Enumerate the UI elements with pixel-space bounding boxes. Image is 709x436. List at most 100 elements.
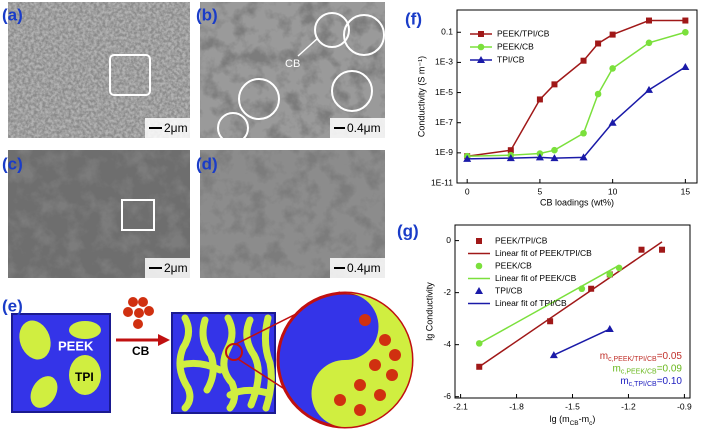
y-tick-label: 1E-7 — [435, 117, 453, 127]
y-tick-label: -4 — [443, 339, 451, 349]
marker-circle — [609, 65, 616, 72]
x-axis-label-sub: CB — [570, 420, 579, 427]
annotation-sub: c,PEEK/CB — [621, 369, 657, 376]
legend-label: PEEK/TPI/CB — [497, 28, 550, 38]
marker-triangle — [506, 154, 515, 162]
marker-triangle — [475, 287, 483, 294]
annotation: mc,PEEK/CB=0.09 — [613, 363, 683, 376]
marker-triangle — [608, 118, 617, 126]
sem-image-c — [8, 150, 190, 278]
series-line — [467, 66, 686, 160]
legend-label: TPI/CB — [497, 54, 525, 64]
marker-triangle — [681, 62, 690, 70]
marker-square — [588, 285, 595, 292]
scale-label: 0.4μm — [347, 121, 381, 135]
panel-label: (g) — [397, 221, 419, 240]
sem-image-d — [200, 150, 385, 278]
annotation-sub: c,TPI/CB — [629, 381, 657, 388]
marker-circle — [580, 129, 587, 137]
marker-circle — [551, 146, 558, 154]
legend-label: PEEK/TPI/CB — [495, 235, 548, 245]
marker-triangle — [463, 154, 472, 162]
scale-label: 0.4μm — [347, 261, 381, 275]
marker-square — [659, 246, 666, 253]
y-axis-label: Conductivity (S m⁻¹) — [416, 56, 426, 137]
legend-label: PEEK/CB — [497, 41, 534, 51]
marker-circle — [477, 43, 485, 51]
marker-square — [638, 246, 645, 253]
marker-triangle — [550, 154, 559, 162]
legend-label: Linear fit of PEEK/TPI/CB — [495, 248, 592, 258]
legend-label: TPI/CB — [495, 285, 523, 295]
x-tick-label: -1.5 — [565, 401, 580, 411]
panel-label: (e) — [2, 296, 23, 315]
marker-square — [646, 17, 652, 24]
marker-square — [551, 81, 558, 88]
schematic — [11, 291, 414, 429]
y-tick-label: 1E-3 — [435, 57, 453, 67]
marker-triangle — [645, 85, 653, 93]
y-tick-label: 1E-5 — [435, 87, 453, 97]
panel-label: (f) — [405, 9, 422, 28]
marker-triangle — [579, 153, 588, 161]
panel-label: (d) — [196, 154, 218, 173]
legend-label: Linear fit of TPI/CB — [495, 298, 567, 308]
series-line — [478, 264, 620, 345]
domain-label: TPI — [75, 370, 94, 384]
x-tick-label: 5 — [538, 186, 543, 196]
marker-square — [595, 40, 602, 47]
legend-label: Linear fit of PEEK/CB — [495, 273, 577, 283]
x-tick-label: -1.2 — [621, 401, 636, 411]
annotation-rest: =0.05 — [657, 351, 683, 362]
marker-square — [580, 57, 587, 64]
scale-bars — [145, 118, 385, 278]
annotation-main: m — [613, 363, 621, 374]
marker-square — [507, 147, 514, 154]
marker-square — [547, 318, 554, 325]
legend-label: PEEK/CB — [495, 260, 532, 270]
x-axis-label: lg (mCB-mc) — [550, 414, 596, 427]
y-tick-label: -2 — [443, 287, 451, 297]
scale-label: 2μm — [164, 121, 188, 135]
annotation-rest: =0.09 — [657, 363, 683, 374]
marker-triangle — [477, 56, 485, 63]
cb-marker: CB — [285, 58, 300, 70]
series-line — [553, 328, 611, 356]
x-tick-label: -1.8 — [509, 401, 524, 411]
marker-square — [476, 238, 482, 244]
marker-square — [682, 17, 689, 24]
scale-label: 2μm — [164, 261, 188, 275]
x-tick-label: -0.9 — [677, 401, 692, 411]
annotation: mc,PEEK/TPI/CB=0.05 — [600, 351, 683, 364]
series-line — [478, 241, 663, 368]
marker-square — [536, 96, 543, 103]
annotation-sub: c,PEEK/TPI/CB — [608, 356, 657, 363]
annotation-main: m — [620, 376, 628, 387]
x-axis-label: CB loadings (wt%) — [540, 197, 614, 207]
marker-circle — [475, 262, 483, 270]
x-axis-label-part: -m — [579, 414, 590, 424]
filler-label: CB — [132, 344, 150, 358]
y-tick-label: -6 — [443, 391, 451, 401]
annotation-rest: =0.10 — [657, 376, 683, 387]
x-axis-label-sub: c — [589, 420, 593, 427]
y-tick-label: 1E-9 — [435, 147, 453, 157]
marker-square — [609, 31, 616, 38]
x-tick-label: 15 — [681, 186, 691, 196]
matrix-label: PEEK — [58, 338, 94, 353]
panel-label: (a) — [2, 5, 23, 24]
sem-image-b — [200, 2, 385, 144]
y-tick-label: 1E-11 — [431, 177, 453, 187]
annotation: mc,TPI/CB=0.10 — [620, 376, 682, 389]
panel-label: (b) — [196, 5, 218, 24]
y-tick-label: 0.1 — [441, 27, 453, 37]
y-tick-label: 0 — [446, 235, 451, 245]
x-axis-label-part: lg (m — [550, 414, 570, 424]
marker-circle — [594, 90, 602, 98]
x-tick-label: 0 — [465, 186, 470, 196]
x-axis-label-part: ) — [592, 414, 595, 424]
panel-label: (c) — [2, 154, 23, 173]
x-tick-label: -2.1 — [453, 401, 468, 411]
marker-circle — [645, 39, 653, 47]
